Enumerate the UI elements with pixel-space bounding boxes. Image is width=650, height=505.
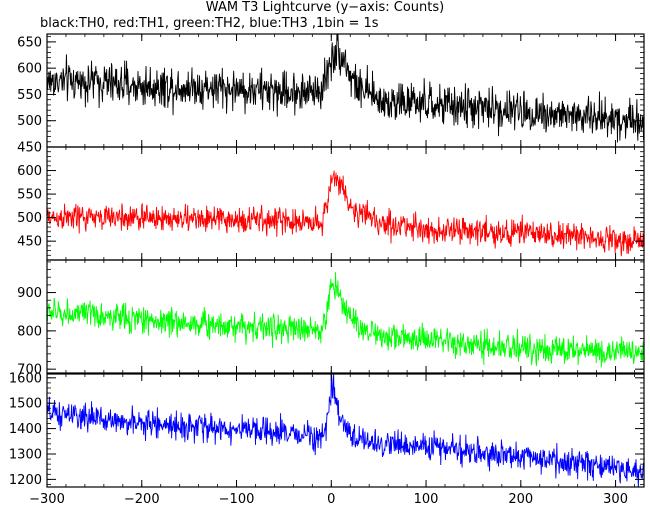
y-tick-label: 500 [17, 114, 42, 129]
series-line-th1 [47, 170, 644, 257]
y-tick-label: 800 [17, 324, 42, 339]
series-line-th0 [47, 34, 644, 143]
y-tick-label: 550 [17, 188, 42, 203]
x-tick-label: 300 [603, 492, 628, 505]
series-line-th3 [47, 374, 644, 487]
y-tick-label: 650 [17, 35, 42, 50]
y-tick-label: 500 [17, 211, 42, 226]
series-line-th2 [47, 272, 644, 368]
y-tick-label: 1400 [9, 422, 42, 437]
y-tick-label: 450 [17, 235, 42, 250]
y-tick-label: 1600 [9, 371, 42, 386]
y-tick-label: 450 [17, 141, 42, 156]
y-tick-label: 1200 [9, 473, 42, 488]
x-tick-label: −300 [29, 492, 65, 505]
y-tick-label: 1300 [9, 447, 42, 462]
chart-title: WAM T3 Lightcurve (y−axis: Counts) [205, 0, 445, 15]
chart-subtitle: black:TH0, red:TH1, green:TH2, blue:TH3 … [40, 16, 379, 31]
y-tick-label: 900 [17, 286, 42, 301]
y-tick-label: 600 [17, 62, 42, 77]
panel-frame-th2 [46, 259, 645, 374]
y-tick-label: 550 [17, 88, 42, 103]
panel-frame-th3 [46, 373, 645, 488]
x-tick-label: 0 [327, 492, 335, 505]
y-tick-label: 1500 [9, 397, 42, 412]
y-tick-label: 600 [17, 164, 42, 179]
x-tick-label: −200 [124, 492, 160, 505]
y-tick-label: 700 [17, 363, 42, 378]
x-tick-label: 100 [414, 492, 439, 505]
x-tick-label: −100 [219, 492, 255, 505]
x-tick-label: 200 [508, 492, 533, 505]
